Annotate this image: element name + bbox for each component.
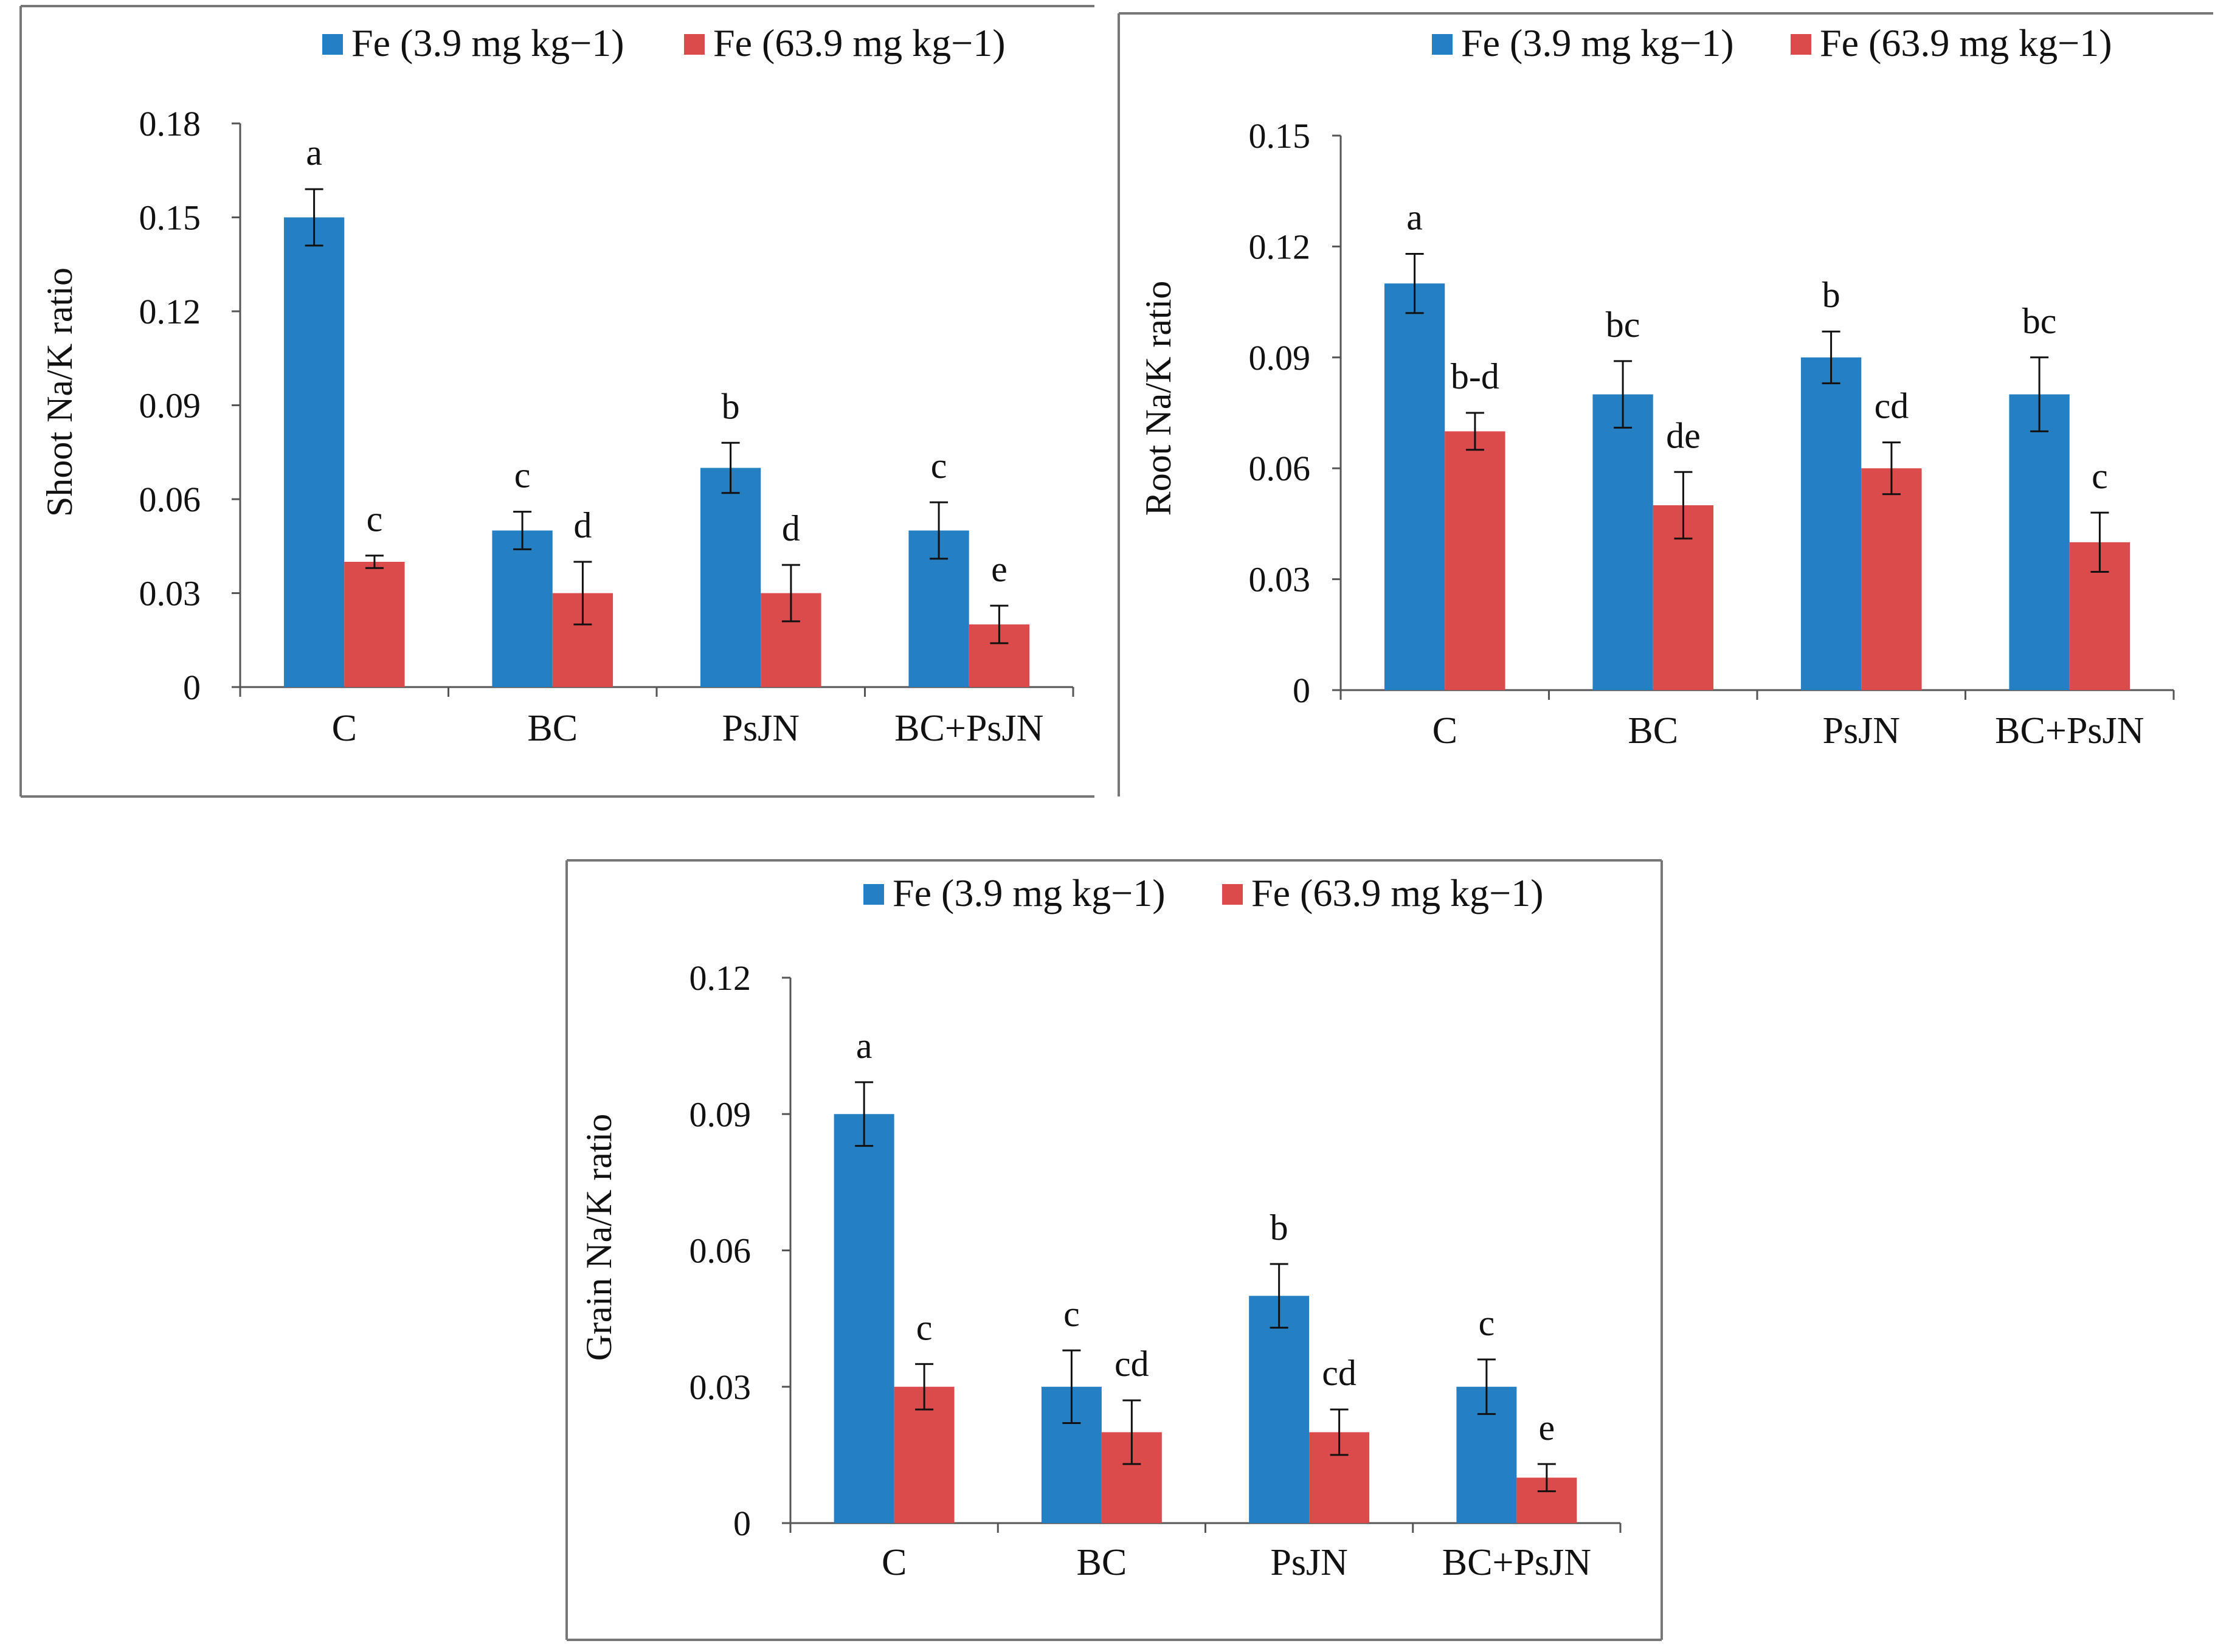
- category-label: PsJN: [1822, 710, 1900, 752]
- significance-letter: b-d: [1451, 356, 1499, 396]
- significance-letter: d: [573, 505, 592, 545]
- legend-label-1: Fe (3.9 mg kg−1): [893, 871, 1166, 914]
- chart-panel-2: 0 0.03 0.06 0.09 0.12 0.15 Ca b-d BC bc de PsJN b cd B…: [1118, 12, 2213, 797]
- bar-series-1: [1384, 283, 1445, 690]
- y-tick-label: 0.15: [139, 198, 201, 238]
- significance-letter: c: [1063, 1294, 1080, 1334]
- y-tick-label: 0.12: [689, 958, 752, 998]
- bar-series-1: [283, 217, 345, 687]
- significance-letter: c: [367, 499, 383, 539]
- significance-letter: a: [856, 1026, 873, 1066]
- legend-label-2: Fe (63.9 mg kg−1): [1820, 21, 2112, 64]
- significance-letter: c: [916, 1307, 933, 1347]
- y-tick-label: 0.12: [1249, 227, 1311, 266]
- y-tick-label: 0.12: [139, 292, 201, 331]
- bar-series-1: [1249, 1296, 1310, 1523]
- y-tick-label: 0.03: [1249, 560, 1311, 600]
- y-tick-label: 0: [733, 1504, 751, 1543]
- significance-letter: e: [1539, 1408, 1555, 1448]
- legend-label-2: Fe (63.9 mg kg−1): [713, 21, 1006, 64]
- chart-panel-3: 00.030.060.090.12CacBCccdPsJNbcdBC+PsJNc…: [565, 859, 1663, 1641]
- legend-swatch-1: [863, 884, 884, 905]
- significance-letter: a: [306, 133, 322, 173]
- significance-letter: b: [1822, 275, 1840, 315]
- legend-swatch-2: [684, 34, 705, 55]
- category-label: PsJN: [722, 708, 800, 749]
- bar-series-2: [1445, 431, 1505, 690]
- y-axis-title: Grain Na/K ratio: [579, 1114, 619, 1361]
- bar-series-2: [344, 562, 405, 687]
- significance-letter: cd: [1114, 1344, 1149, 1384]
- significance-letter: b: [1270, 1208, 1288, 1248]
- significance-letter: cd: [1322, 1353, 1356, 1393]
- category-label: PsJN: [1270, 1542, 1348, 1583]
- y-tick-label: 0.06: [689, 1231, 752, 1271]
- significance-letter: b: [722, 386, 740, 426]
- category-label: C: [332, 708, 357, 749]
- bar-series-1: [700, 468, 761, 687]
- bar-series-2: [1861, 468, 1922, 690]
- legend-swatch-2: [1791, 34, 1811, 55]
- y-axis-title: Root Na/K ratio: [1138, 281, 1178, 516]
- y-tick-label: 0.03: [689, 1367, 752, 1407]
- significance-letter: de: [1666, 415, 1701, 455]
- significance-letter: bc: [1606, 305, 1640, 345]
- significance-letter: e: [991, 549, 1007, 589]
- y-tick-label: 0: [1293, 671, 1310, 710]
- y-tick-label: 0: [183, 668, 201, 707]
- category-label: C: [882, 1542, 907, 1583]
- category-label: BC+PsJN: [1442, 1542, 1591, 1583]
- bar-series-1: [834, 1114, 894, 1523]
- significance-letter: c: [1479, 1303, 1495, 1343]
- category-label: BC+PsJN: [894, 708, 1043, 749]
- y-tick-label: 0.09: [1249, 338, 1311, 378]
- y-tick-label: 0.06: [139, 480, 201, 519]
- category-label: BC+PsJN: [1995, 710, 2144, 752]
- legend-label-2: Fe (63.9 mg kg−1): [1251, 871, 1544, 914]
- significance-letter: c: [514, 455, 531, 496]
- y-tick-label: 0.09: [139, 386, 201, 426]
- y-tick-label: 0.15: [1249, 116, 1311, 156]
- significance-letter: bc: [2022, 301, 2057, 341]
- y-axis-title: Shoot Na/K ratio: [40, 268, 80, 517]
- category-label: BC: [1628, 710, 1678, 752]
- y-tick-label: 0.06: [1249, 449, 1311, 488]
- y-tick-label: 0.09: [689, 1094, 752, 1134]
- legend-label-1: Fe (3.9 mg kg−1): [351, 21, 624, 64]
- legend-swatch-1: [322, 34, 343, 55]
- legend-swatch-1: [1432, 34, 1453, 55]
- significance-letter: a: [1406, 198, 1423, 238]
- y-tick-label: 0.18: [139, 104, 201, 143]
- category-label: C: [1432, 710, 1457, 752]
- significance-letter: d: [782, 508, 800, 548]
- bar-series-1: [492, 530, 553, 687]
- significance-letter: c: [2092, 456, 2108, 496]
- bar-series-1: [1592, 394, 1653, 690]
- y-tick-label: 0.03: [139, 574, 201, 613]
- category-label: BC: [527, 708, 578, 749]
- legend-swatch-2: [1222, 884, 1243, 905]
- bar-series-1: [1800, 357, 1862, 690]
- bar-series-1: [2009, 394, 2070, 690]
- chart-panel-1: 0 0.03 0.06 0.09 0.12 0.15 0.18 Ca c BC c d PsJN b d BC…: [19, 5, 1094, 798]
- significance-letter: cd: [1875, 386, 1909, 426]
- category-label: BC: [1077, 1542, 1127, 1583]
- legend-label-1: Fe (3.9 mg kg−1): [1461, 21, 1734, 64]
- significance-letter: c: [931, 446, 947, 486]
